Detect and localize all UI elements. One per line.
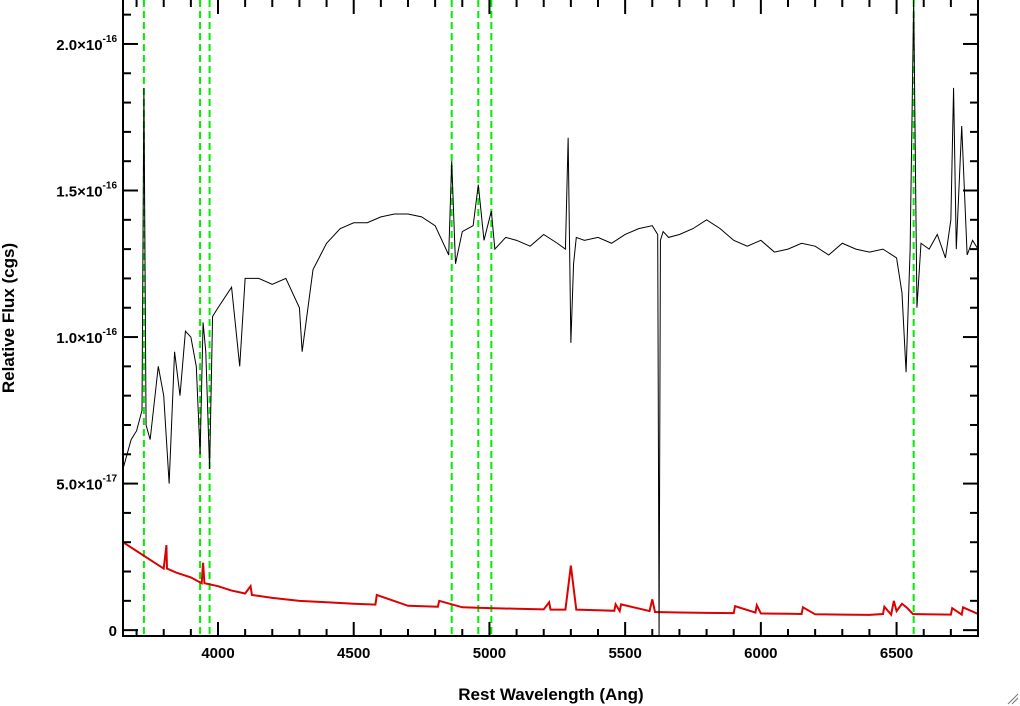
x-tick-label: 5500 (608, 645, 641, 662)
emission-line-markers (142, 0, 915, 636)
y-tick-exponent: -16 (103, 327, 118, 338)
y-tick-label: 1.5×10-16 (56, 181, 117, 201)
resize-grip-icon[interactable] (1007, 693, 1019, 705)
y-tick-mantissa: 5.0×10 (56, 477, 102, 494)
y-tick-exponent: -17 (103, 474, 118, 485)
y-tick-exponent: -16 (103, 34, 118, 45)
error-spectrum-line (123, 541, 978, 617)
x-tick-label: 5000 (473, 645, 506, 662)
y-tick-labels: 05.0×10-171.0×10-161.5×10-162.0×10-16 (56, 34, 117, 640)
x-tick-label: 4000 (201, 645, 234, 662)
x-tick-label: 4500 (337, 645, 370, 662)
x-axis-title: Rest Wavelength (Ang) (458, 685, 643, 704)
x-tick-labels: 4000 4500 5000 5500 6000 6500 (201, 645, 913, 662)
spectrum-series (123, 0, 978, 636)
y-tick-mantissa: 1.5×10 (56, 184, 102, 201)
x-tick-label: 6000 (744, 645, 777, 662)
y-tick-label: 5.0×10-17 (56, 474, 117, 494)
axis-ticks (123, 0, 979, 636)
y-tick-label: 1.0×10-16 (56, 327, 117, 347)
y-tick-exponent: -16 (103, 181, 118, 192)
flux-spectrum-line (123, 0, 978, 636)
plot-frame (122, 0, 979, 637)
y-tick-mantissa: 1.0×10 (56, 330, 102, 347)
y-axis-title: Relative Flux (cgs) (0, 243, 18, 393)
y-tick-label: 0 (109, 623, 117, 640)
y-tick-label: 2.0×10-16 (56, 34, 117, 54)
y-tick-mantissa: 2.0×10 (56, 37, 102, 54)
x-tick-label: 6500 (880, 645, 913, 662)
